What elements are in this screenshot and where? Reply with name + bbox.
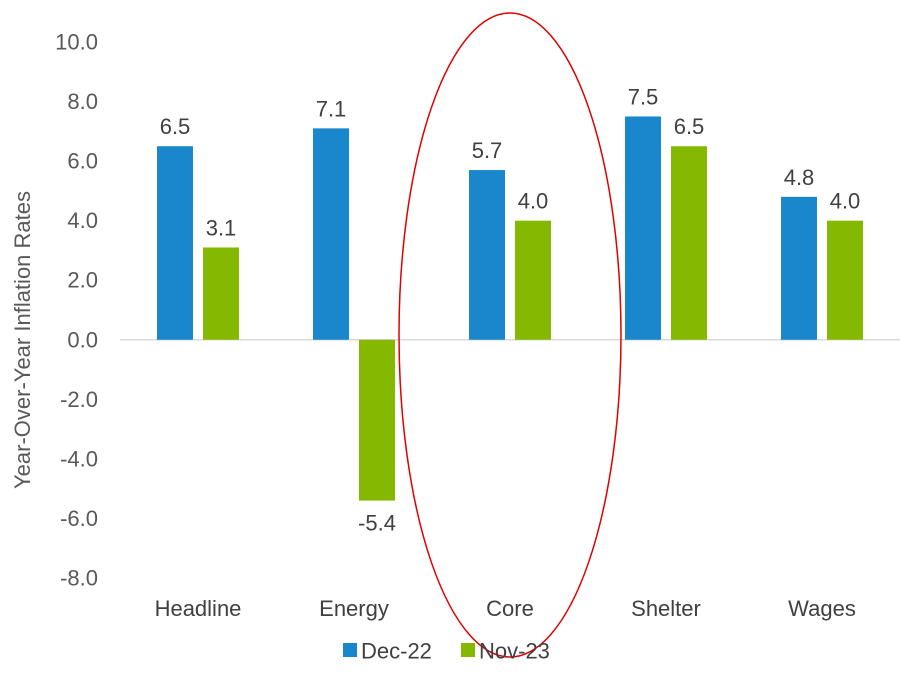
data-label: 6.5 [674,114,705,139]
x-tick-label: Wages [788,596,856,621]
x-tick-label: Energy [319,596,389,621]
data-labels: 6.5 3.1 7.1 -5.4 5.7 4.0 7.5 6.5 4.8 4.0 [160,84,861,535]
y-tick-label: -6.0 [60,506,98,531]
y-tick-label: 8.0 [67,89,98,114]
bar-dec-22-shelter [625,116,661,340]
y-tick-label: -2.0 [60,387,98,412]
highlight-ellipse [398,12,622,658]
y-tick-label: 6.0 [67,149,98,174]
y-tick-labels: 10.0 8.0 6.0 4.0 2.0 0.0 -2.0 -4.0 -6.0 -8.0 [55,30,98,591]
legend-label: Nov-23 [479,639,550,664]
x-tick-label: Headline [155,596,242,621]
bar-nov-23-core [515,220,551,340]
y-tick-label: 4.0 [67,208,98,233]
y-tick-label: 10.0 [55,30,98,55]
bar-dec-22-energy [313,128,349,340]
bar-nov-23-shelter [671,146,707,340]
legend-swatch-nov-23 [461,643,475,657]
y-axis-title: Year-Over-Year Inflation Rates [10,191,35,489]
bars [157,116,863,501]
data-label: 4.0 [830,189,861,214]
x-tick-labels: Headline Energy Core Shelter Wages [155,596,856,621]
y-tick-label: -8.0 [60,566,98,591]
data-label: 4.0 [518,189,549,214]
data-label: 3.1 [206,215,237,240]
x-tick-label: Core [486,596,534,621]
data-label: 5.7 [472,138,503,163]
data-label: 4.8 [784,165,815,190]
x-tick-label: Shelter [631,596,701,621]
y-tick-label: 2.0 [67,268,98,293]
data-label: 7.5 [628,84,659,109]
legend-swatch-dec-22 [343,643,357,657]
data-label: 7.1 [316,96,347,121]
y-tick-label: 0.0 [67,327,98,352]
bar-nov-23-energy [359,339,395,501]
bar-dec-22-wages [781,196,817,340]
bar-nov-23-wages [827,220,863,340]
y-tick-label: -4.0 [60,446,98,471]
bar-dec-22-headline [157,146,193,340]
data-label: -5.4 [358,511,396,536]
legend: Dec-22 Nov-23 [343,639,550,664]
bar-dec-22-core [469,170,505,340]
legend-label: Dec-22 [361,639,432,664]
data-label: 6.5 [160,114,191,139]
bar-nov-23-headline [203,247,239,340]
